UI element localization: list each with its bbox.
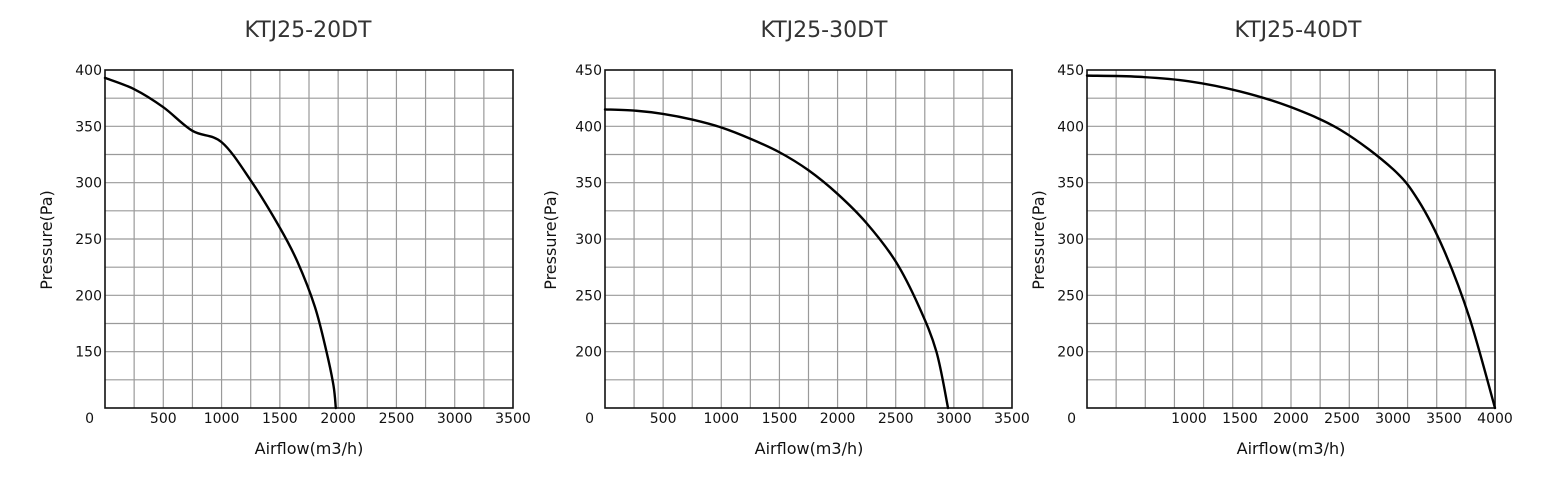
y-tick-label: 350: [575, 176, 602, 192]
chart-3: KTJ25-40DT 0 1000 1500 2000 2500 3000 3500 4000 2…: [1029, 18, 1513, 458]
x-tick-label: 0: [585, 411, 594, 427]
x-tick-label: 2500: [1324, 411, 1360, 427]
x-tick-label: 2000: [320, 411, 356, 427]
y-tick-label: 450: [1057, 63, 1084, 79]
x-tick-label: 1000: [703, 411, 739, 427]
y-axis-label: Pressure(Pa): [541, 190, 560, 290]
x-tick-label: 0: [1067, 411, 1076, 427]
x-tick-label: 1500: [762, 411, 798, 427]
x-axis-label: Airflow(m3/h): [255, 439, 364, 458]
y-axis-label: Pressure(Pa): [37, 190, 56, 290]
y-tick-label: 300: [575, 232, 602, 248]
x-tick-label: 3000: [1375, 411, 1411, 427]
y-tick-label: 350: [1057, 176, 1084, 192]
x-tick-label: 2500: [878, 411, 914, 427]
plot-frame: [104, 69, 514, 409]
x-tick-label: 500: [150, 411, 177, 427]
y-tick-label: 400: [575, 119, 602, 135]
x-tick-label: 3500: [994, 411, 1030, 427]
chart-1: KTJ25-20DT 0 500 1000 1500 2000 2500 3000 3500 15…: [37, 18, 531, 458]
x-tick-label: 0: [85, 411, 94, 427]
x-axis-label: Airflow(m3/h): [755, 439, 864, 458]
y-tick-label: 200: [575, 345, 602, 361]
chart-title: KTJ25-30DT: [761, 18, 889, 43]
y-tick-label: 200: [75, 288, 102, 304]
y-tick-label: 250: [75, 232, 102, 248]
x-tick-label: 1000: [204, 411, 240, 427]
plot-frame: [1086, 69, 1496, 409]
x-tick-label: 4000: [1477, 411, 1513, 427]
y-tick-label: 400: [75, 63, 102, 79]
x-tick-label: 3500: [1426, 411, 1462, 427]
y-tick-label: 450: [575, 63, 602, 79]
x-tick-label: 1000: [1171, 411, 1207, 427]
x-tick-label: 500: [650, 411, 677, 427]
y-tick-label: 250: [575, 288, 602, 304]
y-tick-label: 200: [1057, 345, 1084, 361]
chart-title: KTJ25-20DT: [245, 18, 373, 43]
x-tick-label: 1500: [1222, 411, 1258, 427]
pressure-curve: [603, 108, 950, 410]
x-tick-label: 3000: [437, 411, 473, 427]
x-axis-label: Airflow(m3/h): [1237, 439, 1346, 458]
pressure-curve: [1085, 74, 1497, 410]
y-tick-label: 150: [75, 345, 102, 361]
y-tick-label: 400: [1057, 119, 1084, 135]
x-tick-label: 2000: [1273, 411, 1309, 427]
y-tick-label: 300: [75, 176, 102, 192]
plot-frame: [604, 69, 1013, 409]
y-tick-label: 250: [1057, 288, 1084, 304]
chart-title: KTJ25-40DT: [1235, 18, 1363, 43]
x-tick-label: 3000: [936, 411, 972, 427]
y-axis-label: Pressure(Pa): [1029, 190, 1048, 290]
x-tick-label: 1500: [262, 411, 298, 427]
x-tick-label: 2000: [820, 411, 856, 427]
y-tick-label: 300: [1057, 232, 1084, 248]
x-tick-label: 2500: [379, 411, 415, 427]
x-tick-label: 3500: [495, 411, 531, 427]
chart-2: KTJ25-30DT 0 500 1000 1500 2000 2500 3000 3500 20…: [541, 18, 1030, 458]
y-tick-label: 350: [75, 119, 102, 135]
pressure-curve: [103, 76, 338, 410]
